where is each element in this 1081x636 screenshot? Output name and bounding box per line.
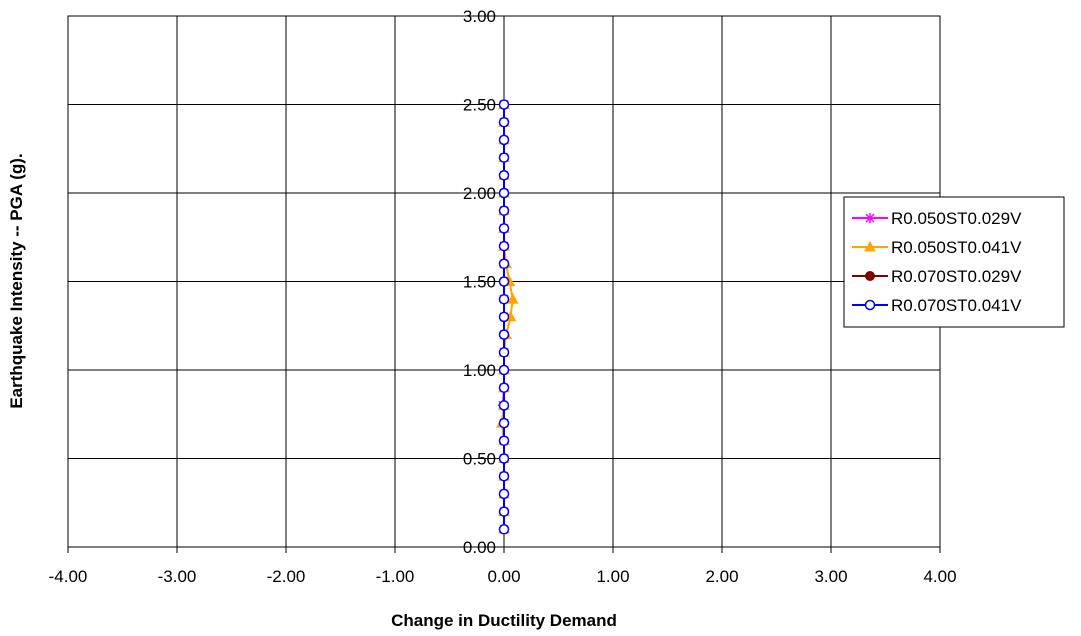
y-tick-label: 0.00: [463, 538, 496, 557]
legend-label: R0.070ST0.029V: [891, 267, 1022, 286]
data-point: [498, 187, 510, 199]
y-tick-label: 3.00: [463, 7, 496, 26]
x-tick-label: -4.00: [49, 567, 88, 586]
legend-item-2: R0.050ST0.041V: [852, 238, 1022, 257]
data-point: [498, 382, 510, 393]
data-point: [498, 470, 510, 482]
legend-label: R0.050ST0.029V: [891, 209, 1022, 228]
legend-marker: [865, 271, 875, 281]
data-point: [498, 347, 510, 358]
data-point: [498, 240, 510, 252]
data-point: [498, 329, 510, 340]
legend-label: R0.070ST0.041V: [891, 296, 1022, 315]
data-point: [498, 311, 510, 323]
data-point: [498, 435, 510, 447]
legend-marker: [865, 213, 875, 223]
legend-item-3: R0.070ST0.029V: [852, 267, 1022, 286]
data-point: [498, 99, 510, 110]
legend-marker: [864, 240, 876, 252]
data-point: [498, 453, 510, 464]
y-tick-label: 1.50: [463, 273, 496, 292]
data-point: [498, 506, 510, 517]
data-point: [498, 293, 510, 305]
x-tick-label: 2.00: [705, 567, 738, 586]
x-axis-title: Change in Ductility Demand: [391, 611, 617, 630]
x-tick-label: -1.00: [376, 567, 415, 586]
legend-label: R0.050ST0.041V: [891, 238, 1022, 257]
x-tick-label: 0.00: [487, 567, 520, 586]
y-tick-label: 2.50: [463, 96, 496, 115]
data-point: [498, 134, 510, 146]
data-point: [498, 170, 510, 181]
data-point: [498, 205, 510, 216]
series-layer: [495, 98, 519, 535]
tick-labels: -4.00 -3.00 -2.00 -1.00 0.00 1.00 2.00 3.00 4.00…: [49, 7, 957, 586]
data-point: [498, 152, 510, 163]
legend-item-1: R0.050ST0.029V: [852, 209, 1022, 228]
y-axis-title: Earthquake Intensity -- PGA (g).: [7, 153, 26, 408]
x-tick-label: -3.00: [158, 567, 197, 586]
legend: R0.050ST0.029V R0.050ST0.041V R0.070ST0.02…: [843, 196, 1065, 328]
data-point: [498, 116, 510, 128]
x-tick-label: 3.00: [814, 567, 847, 586]
data-point: [498, 364, 510, 376]
data-point: [498, 223, 510, 234]
data-point: [506, 293, 519, 304]
legend-marker: [864, 299, 876, 311]
x-tick-label: -2.00: [267, 567, 306, 586]
data-point: [498, 488, 510, 500]
y-tick-label: 0.50: [463, 450, 496, 469]
data-point: [498, 417, 510, 429]
legend-item-4: R0.070ST0.041V: [852, 296, 1022, 315]
data-point: [498, 400, 510, 411]
data-point: [498, 524, 510, 535]
x-tick-label: 1.00: [596, 567, 629, 586]
y-tick-label: 1.00: [463, 361, 496, 380]
data-point: [498, 276, 510, 287]
x-tick-label: 4.00: [923, 567, 956, 586]
y-tick-label: 2.00: [463, 184, 496, 203]
data-point: [498, 258, 510, 270]
series-4: [498, 99, 510, 535]
